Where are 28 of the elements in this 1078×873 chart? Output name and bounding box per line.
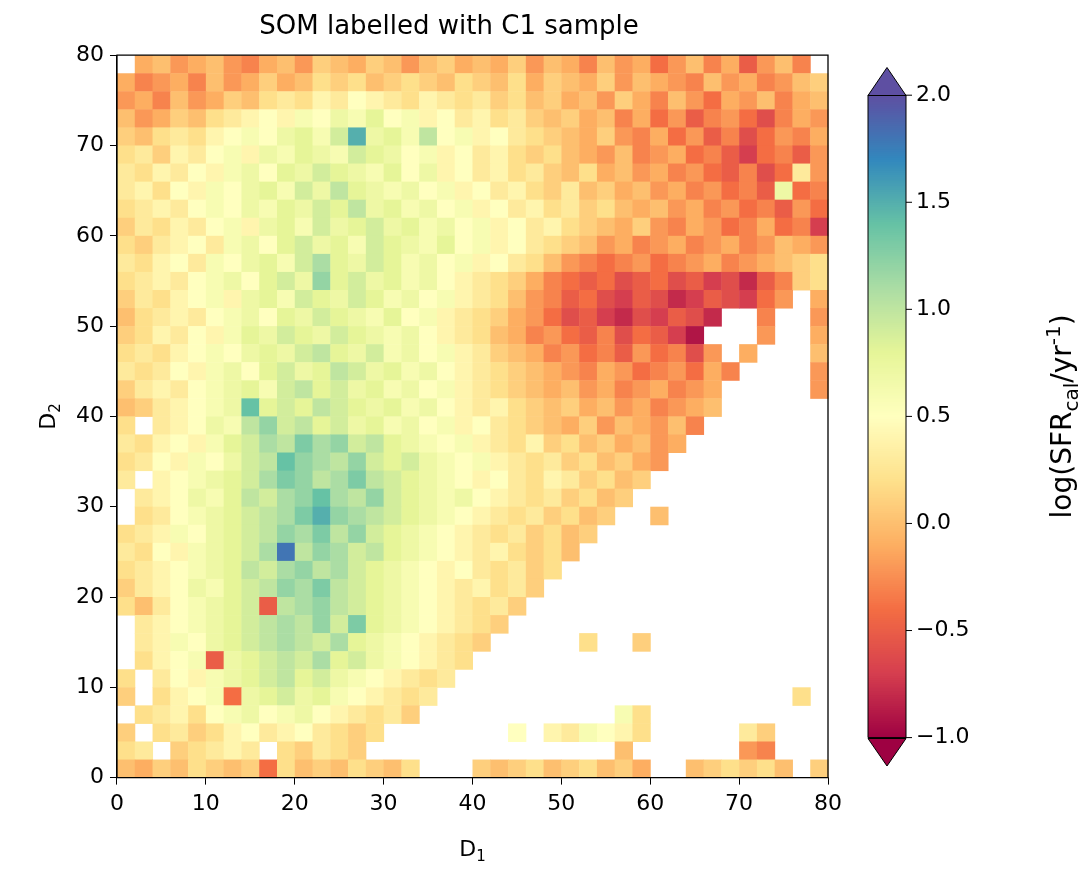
- y-tick-label: 20: [75, 582, 104, 608]
- x-tick-label: 70: [725, 789, 754, 815]
- color-bar-label: 0.0: [916, 509, 951, 535]
- y-tick-label: 80: [75, 40, 104, 66]
- x-tick-label: 20: [280, 789, 309, 815]
- x-tick-label: 0: [109, 789, 124, 815]
- chart-title: SOM labelled with C1 sample: [259, 10, 639, 41]
- y-tick-label: 60: [75, 221, 104, 247]
- color-bar-title: log(SFRcal/yr-1): [1040, 314, 1078, 519]
- color-bar-label: 1.5: [916, 187, 951, 213]
- y-axis-title: D2: [34, 403, 65, 430]
- x-tick-label: 80: [814, 789, 842, 815]
- x-tick-label: 40: [458, 789, 487, 815]
- color-bar-label: −1.0: [916, 723, 970, 749]
- x-tick-label: 30: [369, 789, 398, 815]
- color-bar-label: 0.5: [916, 402, 951, 428]
- x-tick-label: 60: [636, 789, 665, 815]
- color-bar-label: 1.0: [916, 295, 951, 321]
- color-bar-label: 2.0: [916, 80, 951, 106]
- y-tick-label: 30: [75, 492, 104, 518]
- y-tick-label: 50: [75, 311, 104, 337]
- y-tick-label: 70: [75, 131, 104, 157]
- y-tick-label: 10: [75, 673, 104, 699]
- y-tick-label: 0: [89, 763, 104, 789]
- x-tick-label: 10: [191, 789, 220, 815]
- color-bar-label: −0.5: [916, 616, 970, 642]
- y-tick-label: 40: [75, 402, 104, 428]
- x-tick-label: 50: [547, 789, 576, 815]
